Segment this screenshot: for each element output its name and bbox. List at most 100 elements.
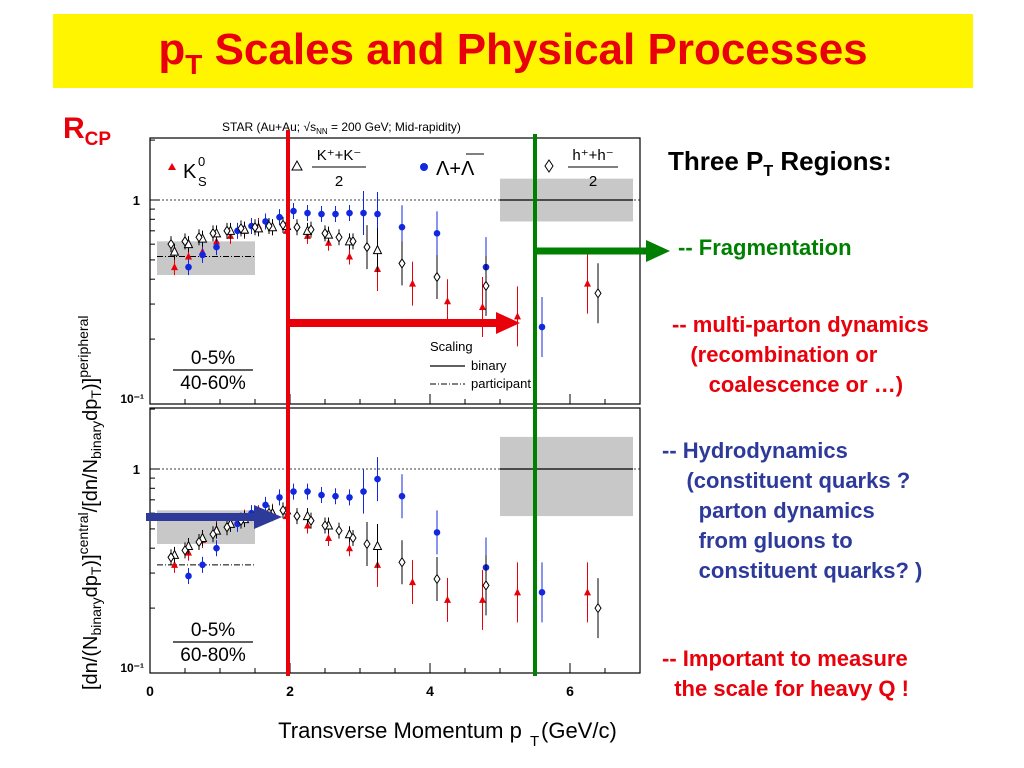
lambda-point xyxy=(433,230,441,237)
legend-hpm-numerator: h⁺+h⁻ xyxy=(572,147,613,164)
kpm-point xyxy=(372,540,383,551)
chart-header: STAR (Au+Au; √sNN = 200 GeV; Mid-rapidit… xyxy=(222,120,461,136)
hpm-point xyxy=(265,220,273,232)
hpm-point xyxy=(398,258,406,269)
k0s-point xyxy=(409,279,416,287)
lambda-point xyxy=(199,561,206,569)
hpm-point xyxy=(433,271,441,283)
y-tick-label-1: 1 xyxy=(133,462,140,477)
blue-arrow-head xyxy=(254,505,282,529)
lambda-point xyxy=(398,223,406,231)
k0s-point xyxy=(584,279,591,287)
k0s-point xyxy=(346,544,353,552)
red-arrow-head xyxy=(496,312,520,334)
lambda-point xyxy=(262,501,269,509)
lambda-point xyxy=(276,494,283,501)
heavy-quark-note: -- Important to measure the scale for he… xyxy=(662,646,909,701)
scaling-legend-binary: binary xyxy=(471,358,507,373)
legend-k0s-marker xyxy=(168,163,176,170)
x-tick-label: 2 xyxy=(286,683,294,699)
hpm-point xyxy=(279,219,287,231)
k0s-point xyxy=(444,595,451,603)
hpm-point xyxy=(223,225,231,237)
lambda-point xyxy=(213,243,220,251)
lambda-point xyxy=(290,207,297,215)
legend-k0s-sub: S xyxy=(198,174,207,189)
x-tick-label: 4 xyxy=(426,683,434,699)
hpm-point xyxy=(363,538,371,550)
legend-k0s-label: K xyxy=(183,161,197,183)
hpm-point xyxy=(251,221,259,233)
hpm-point xyxy=(237,222,245,234)
k0s-point xyxy=(171,263,178,271)
legend-lambda-label: Λ+Λ xyxy=(436,158,475,180)
hpm-point xyxy=(398,556,406,568)
hpm-point xyxy=(195,231,203,243)
x-axis-label-sub: T xyxy=(530,733,539,750)
hpm-point xyxy=(293,221,301,233)
lambda-point xyxy=(374,475,381,483)
rcp-label: RCP xyxy=(63,112,112,150)
hpm-point xyxy=(209,227,217,239)
lambda-point xyxy=(304,209,311,217)
k0s-point xyxy=(304,521,311,529)
hpm-point xyxy=(293,510,301,522)
k0s-point xyxy=(584,588,591,596)
hpm-point xyxy=(335,525,343,537)
hpm-point xyxy=(349,235,357,247)
k0s-point xyxy=(171,560,178,568)
title-banner: pT Scales and Physical Processes xyxy=(53,14,973,88)
lambda-point xyxy=(346,209,353,217)
lambda-point xyxy=(360,209,367,217)
kpm-point xyxy=(169,246,180,256)
scaling-legend-title: Scaling xyxy=(430,339,473,354)
x-tick-label: 0 xyxy=(146,683,154,699)
centrality-denominator: 60-80% xyxy=(180,645,246,666)
legend-hpm-marker xyxy=(544,159,554,173)
centrality-numerator: 0-5% xyxy=(191,348,235,369)
hpm-point xyxy=(307,515,315,527)
hpm-point xyxy=(209,528,217,540)
x-axis-label: Transverse Momentum p xyxy=(278,718,522,743)
legend-k0s-sup: 0 xyxy=(198,154,205,169)
lambda-point xyxy=(290,488,297,495)
lambda-point xyxy=(318,210,325,218)
hydrodynamics-note: -- Hydrodynamics (constituent quarks ? p… xyxy=(662,438,923,583)
lambda-point xyxy=(262,218,269,225)
y-axis-label: [dn/(NbinarydpT)]central/[dn/NbinarydpT)… xyxy=(75,316,104,690)
legend-kpm-marker xyxy=(291,159,303,171)
hpm-point xyxy=(335,231,343,243)
lambda-point xyxy=(538,589,546,596)
high-pt-uncertainty-box xyxy=(500,436,633,517)
k0s-point xyxy=(185,252,192,260)
lambda-point xyxy=(374,210,381,218)
k0s-point xyxy=(514,312,521,320)
hpm-point xyxy=(167,238,175,250)
hpm-point xyxy=(223,521,231,533)
legend-kpm-denominator: 2 xyxy=(335,173,343,190)
hpm-point xyxy=(363,241,371,253)
hpm-point xyxy=(594,602,602,614)
lambda-point xyxy=(185,263,192,271)
hpm-point xyxy=(307,224,315,236)
hpm-point xyxy=(181,544,189,556)
hpm-point xyxy=(279,504,287,516)
page-title: pT Scales and Physical Processes xyxy=(158,25,868,80)
lambda-point xyxy=(199,251,206,259)
lambda-point xyxy=(304,488,311,495)
y-tick-label-0p1: 10⁻¹ xyxy=(120,392,144,406)
k0s-point xyxy=(346,252,353,260)
hpm-point xyxy=(321,227,329,239)
x-axis-label-unit: (GeV/c) xyxy=(541,718,617,743)
centrality-denominator: 40-60% xyxy=(180,373,246,394)
lambda-point xyxy=(346,494,353,501)
lambda-point xyxy=(332,210,339,218)
legend-kpm-numerator: K⁺+K⁻ xyxy=(317,147,362,164)
k0s-point xyxy=(479,595,486,603)
centrality-numerator: 0-5% xyxy=(191,620,235,641)
k0s-point xyxy=(479,302,486,310)
hpm-point xyxy=(321,520,329,531)
hpm-point xyxy=(349,532,357,544)
hpm-point xyxy=(482,280,490,292)
